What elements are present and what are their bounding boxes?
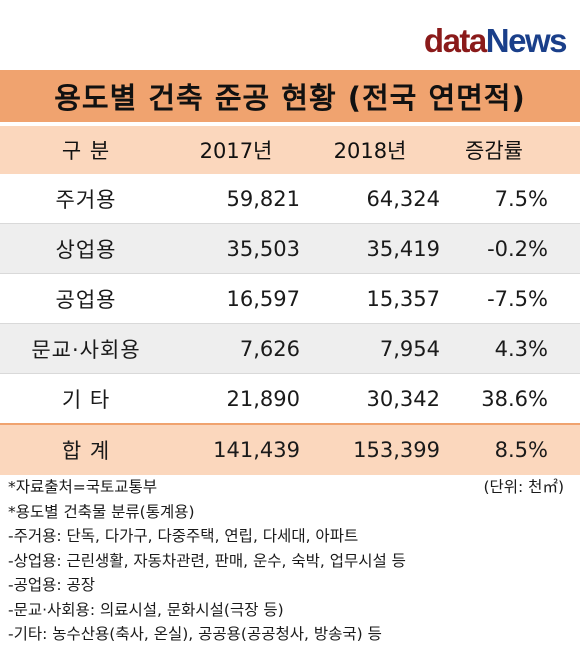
row-2017: 59,821 [172, 174, 300, 224]
total-2018: 153,399 [300, 423, 440, 475]
row-2017: 7,626 [172, 323, 300, 374]
table-row: 문교·사회용 7,626 7,954 4.3% [0, 323, 580, 374]
row-change: 4.3% [440, 323, 580, 374]
table-row: 기 타 21,890 30,342 38.6% [0, 373, 580, 425]
row-change: 38.6% [440, 373, 580, 425]
row-category: 공업용 [0, 273, 172, 324]
header-row: 구 분 2017년 2018년 증감률 [0, 126, 580, 174]
row-category: 문교·사회용 [0, 323, 172, 374]
total-row: 합 계 141,439 153,399 8.5% [0, 423, 580, 475]
table-row: 주거용 59,821 64,324 7.5% [0, 174, 580, 224]
header-2017: 2017년 [172, 126, 300, 174]
header-change: 증감률 [440, 126, 580, 174]
row-change: -7.5% [440, 273, 580, 324]
classification-title: *용도별 건축물 분류(통계용) [8, 502, 195, 521]
classification-item: -공업용: 공장 [8, 576, 96, 594]
construction-table: 구 분 2017년 2018년 증감률 주거용 59,821 64,324 7.… [0, 126, 580, 475]
source-note: *자료출처=국토교통부 [8, 478, 158, 496]
row-2017: 16,597 [172, 273, 300, 324]
table-row: 공업용 16,597 15,357 -7.5% [0, 273, 580, 324]
row-category: 주거용 [0, 174, 172, 224]
row-2017: 35,503 [172, 223, 300, 274]
datanews-logo: dataNews [423, 22, 568, 59]
row-2018: 15,357 [300, 273, 440, 324]
row-2017: 21,890 [172, 373, 300, 425]
header-2018: 2018년 [300, 126, 440, 174]
row-2018: 30,342 [300, 373, 440, 425]
classification-item: -주거용: 단독, 다가구, 다중주택, 연립, 다세대, 아파트 [8, 527, 359, 545]
row-2018: 7,954 [300, 323, 440, 374]
footnotes: (단위: 천㎡) *자료출처=국토교통부 *용도별 건축물 분류(통계용) -주… [8, 475, 572, 647]
row-change: -0.2% [440, 223, 580, 274]
header-category: 구 분 [0, 126, 172, 174]
row-change: 7.5% [440, 174, 580, 224]
classification-item: -상업용: 근린생활, 자동차관련, 판매, 운수, 숙박, 업무시설 등 [8, 551, 406, 570]
row-2018: 35,419 [300, 223, 440, 274]
total-category: 합 계 [0, 423, 172, 475]
total-2017: 141,439 [172, 423, 300, 475]
table-title: 용도별 건축 준공 현황 (전국 연면적) [0, 70, 580, 122]
row-category: 기 타 [0, 373, 172, 425]
classification-item: -문교·사회용: 의료시설, 문화시설(극장 등) [8, 600, 284, 619]
row-2018: 64,324 [300, 174, 440, 224]
unit-note: (단위: 천㎡) [483, 478, 564, 496]
table-row: 상업용 35,503 35,419 -0.2% [0, 223, 580, 274]
row-category: 상업용 [0, 223, 172, 274]
classification-item: -기타: 농수산용(축사, 온실), 공공용(공공청사, 방송국) 등 [8, 625, 382, 643]
total-change: 8.5% [440, 423, 580, 475]
